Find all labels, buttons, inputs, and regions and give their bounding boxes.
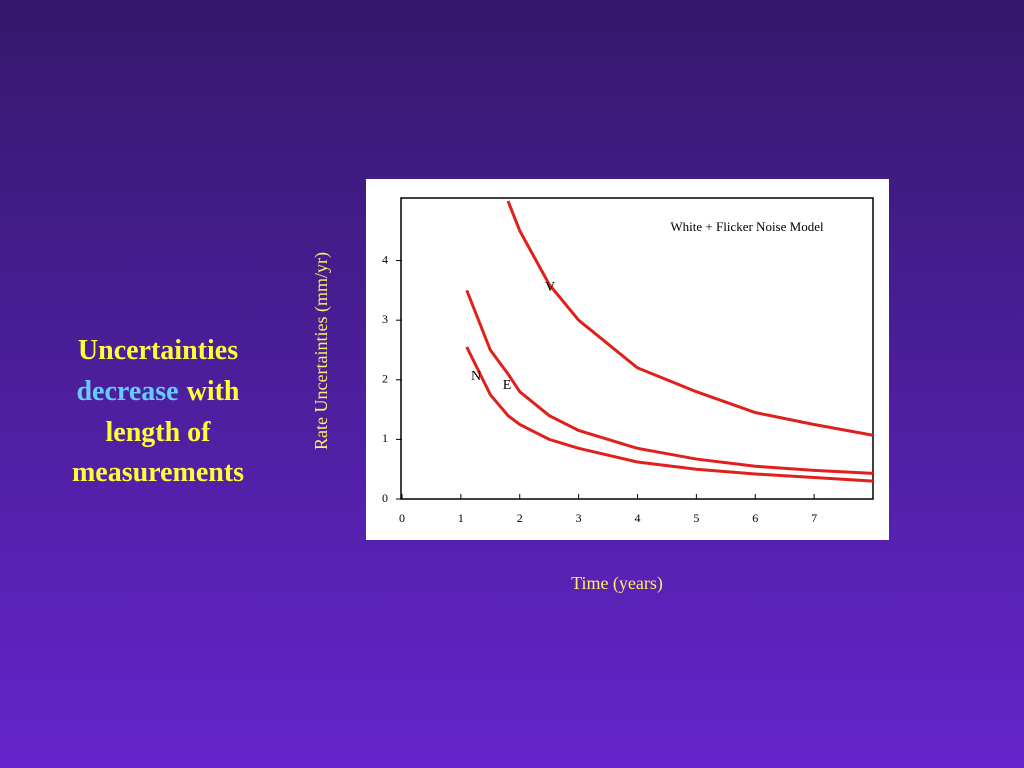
slide-text: length of xyxy=(106,417,212,448)
series-label: E xyxy=(503,378,512,393)
text: measurements xyxy=(72,457,244,488)
x-tick-label: 6 xyxy=(752,511,758,525)
x-tick-label: 0 xyxy=(399,511,405,525)
x-tick-label: 3 xyxy=(576,511,582,525)
slide-text: decrease with xyxy=(76,376,239,407)
text: with xyxy=(187,376,240,407)
x-tick-label: 5 xyxy=(693,511,699,525)
series-line xyxy=(506,200,874,437)
y-tick-label: 2 xyxy=(382,372,388,386)
series-label: V xyxy=(545,280,555,295)
y-tick-label: 3 xyxy=(382,312,388,326)
text: length of xyxy=(106,417,212,448)
series-line xyxy=(465,346,874,483)
y-axis-label: Rate Uncertainties (mm/yr) xyxy=(311,252,332,450)
text: Uncertainties xyxy=(78,335,238,366)
x-axis-label: Time (years) xyxy=(571,573,663,594)
series-line xyxy=(465,289,874,475)
slide-text: Uncertainties xyxy=(78,335,238,366)
x-tick-label: 7 xyxy=(811,511,817,525)
y-tick-label: 1 xyxy=(382,431,388,445)
y-tick-label: 4 xyxy=(382,252,388,266)
slide-text: measurements xyxy=(72,457,244,488)
y-tick-label: 0 xyxy=(382,491,388,505)
highlight: decrease xyxy=(76,376,178,407)
x-tick-label: 4 xyxy=(635,511,641,525)
x-tick-label: 1 xyxy=(458,511,464,525)
annotation: White + Flicker Noise Model xyxy=(670,219,824,234)
x-tick-label: 2 xyxy=(517,511,523,525)
series-label: N xyxy=(471,369,481,384)
